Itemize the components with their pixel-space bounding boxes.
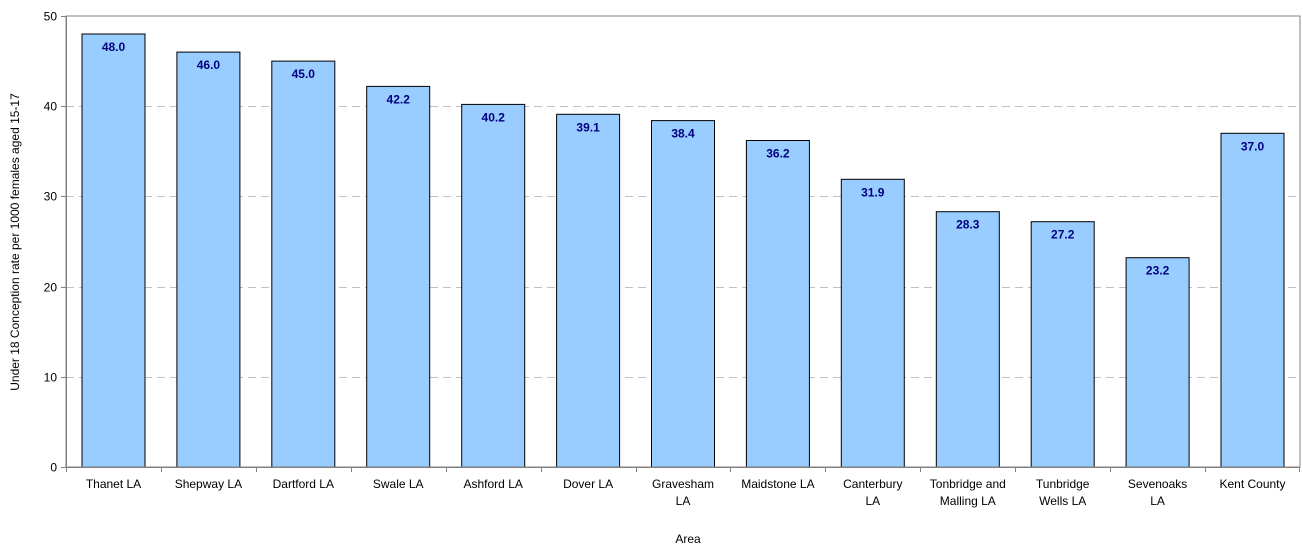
bar-value-label: 28.3 — [956, 218, 980, 232]
bar — [176, 51, 241, 468]
bar — [366, 85, 431, 468]
y-tick-label: 10 — [44, 371, 58, 385]
bar — [840, 178, 905, 468]
x-tick-label: Dartford LA — [273, 477, 334, 491]
x-tick-label: Sevenoaks LA — [1128, 477, 1187, 508]
bar-value-label: 27.2 — [1051, 228, 1075, 242]
y-tick-label: 30 — [44, 190, 58, 204]
bar-value-label: 37.0 — [1241, 139, 1265, 153]
bar-value-label: 36.2 — [766, 147, 790, 161]
bar-value-label: 40.2 — [482, 110, 506, 124]
bar — [556, 113, 621, 468]
y-tick-label: 20 — [44, 281, 58, 295]
bar — [1030, 221, 1095, 468]
bar-value-label: 23.2 — [1146, 264, 1170, 278]
bar — [651, 120, 715, 468]
bar — [1125, 257, 1190, 468]
bar-value-label: 48.0 — [102, 40, 126, 54]
x-tick-label: Shepway LA — [175, 477, 242, 491]
bar — [1220, 132, 1285, 468]
bar-value-label: 39.1 — [576, 120, 600, 134]
bar — [81, 33, 146, 468]
bar-value-label: 46.0 — [197, 58, 221, 72]
y-tick-label: 50 — [44, 10, 58, 24]
x-tick-label: Tunbridge Wells LA — [1036, 477, 1090, 508]
x-tick-label: Maidstone LA — [741, 477, 814, 491]
bar-value-label: 38.4 — [671, 127, 695, 141]
x-tick-label: Swale LA — [373, 477, 424, 491]
y-axis-title: Under 18 Conception rate per 1000 female… — [8, 93, 22, 391]
x-axis-title: Area — [675, 532, 701, 546]
bar — [745, 140, 810, 468]
tick-labels: 0 10 20 30 40 50 Thanet LA Shepway LA Dartford L… — [44, 10, 1286, 509]
x-tick-label: Kent County — [1219, 477, 1285, 491]
x-tick-label: Thanet LA — [86, 477, 141, 491]
data-labels: 48.0 46.0 45.0 42.2 40.2 39.1 38.4 36.2 31.9 28.3… — [102, 40, 1265, 278]
bar-value-label: 45.0 — [292, 67, 316, 81]
bar-value-label: 42.2 — [387, 92, 411, 106]
bars — [81, 33, 1285, 468]
x-tick-label: Dover LA — [563, 477, 613, 491]
bar — [461, 103, 526, 468]
x-tick-label: Tonbridge and Malling LA — [930, 477, 1006, 508]
axes — [61, 15, 1301, 472]
y-tick-label: 40 — [44, 100, 58, 114]
bar — [935, 211, 1000, 468]
x-tick-label: Gravesham LA — [652, 477, 714, 508]
x-tick-label: Ashford LA — [464, 477, 523, 491]
bar — [271, 60, 336, 468]
y-tick-label: 0 — [50, 461, 57, 475]
bar-value-label: 31.9 — [861, 185, 885, 199]
x-tick-label: Canterbury LA — [843, 477, 902, 508]
